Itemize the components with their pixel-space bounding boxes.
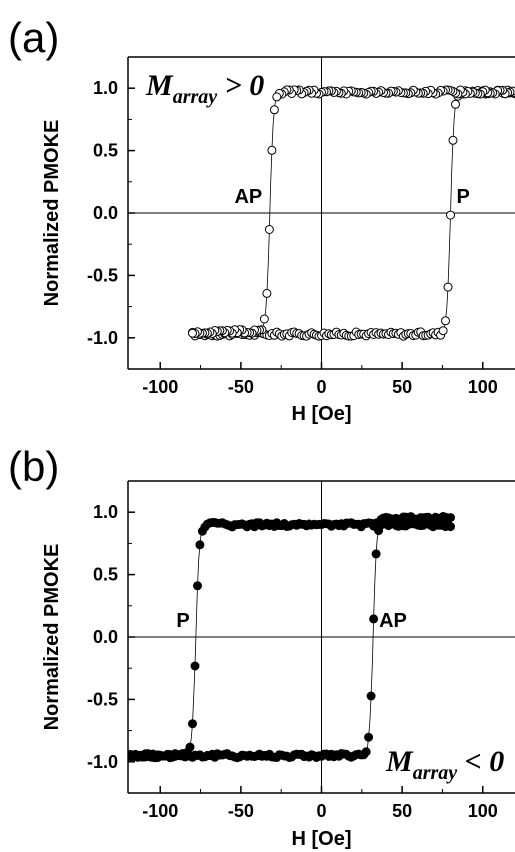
mag-label-tail: > 0 — [217, 69, 264, 102]
y-tick-label: 1.0 — [93, 78, 118, 98]
data-point — [195, 540, 205, 550]
x-axis-title: H [Oe] — [292, 828, 352, 850]
x-tick-label: -100 — [142, 377, 178, 397]
x-tick-label: -50 — [228, 377, 254, 397]
series-line-descending — [128, 521, 451, 759]
x-tick-label: 0 — [316, 801, 326, 821]
y-tick-label: -1.0 — [87, 752, 118, 772]
data-point — [441, 316, 450, 326]
x-tick-label: -100 — [142, 801, 178, 821]
magnetization-label: Marray < 0 — [385, 745, 504, 784]
data-point — [448, 135, 458, 145]
data-point — [269, 105, 279, 115]
x-tick-label: 50 — [392, 377, 412, 397]
data-point — [188, 719, 197, 729]
data-point — [193, 581, 202, 591]
y-tick-label: -1.0 — [87, 328, 118, 348]
magnetization-label: Marray > 0 — [145, 69, 264, 108]
branch-annotation: AP — [234, 186, 262, 208]
x-tick-label: -50 — [228, 801, 254, 821]
mag-label-main: M — [145, 69, 174, 102]
x-tick-label: 0 — [316, 377, 326, 397]
data-point — [364, 732, 374, 742]
data-point — [267, 145, 277, 155]
data-point — [262, 288, 272, 298]
data-point — [190, 661, 200, 671]
data-point — [446, 210, 455, 220]
branch-annotation: AP — [379, 610, 407, 632]
data-point — [197, 526, 207, 536]
y-tick-label: 0.5 — [93, 565, 118, 585]
x-tick-label: 100 — [468, 801, 498, 821]
data-point — [438, 326, 448, 336]
mag-label-sub: array — [173, 86, 218, 108]
mag-label-sub: array — [413, 762, 458, 784]
y-tick-label: 0.5 — [93, 141, 118, 161]
data-point — [259, 314, 269, 324]
data-point — [451, 99, 460, 109]
y-tick-label: -0.5 — [87, 689, 118, 709]
data-point — [443, 282, 453, 292]
x-tick-label: 50 — [392, 801, 412, 821]
chart-panel-b: (b) -100 -50 0 50 100 -1.0 -0.5 0.0 0.5 1.0 H [Oe] N… — [8, 443, 515, 850]
mag-label-main: M — [385, 745, 414, 778]
x-tick-label: 100 — [468, 377, 498, 397]
y-tick-label: -0.5 — [87, 265, 118, 285]
x-axis-title: H [Oe] — [292, 403, 352, 425]
panel-label: (b) — [8, 443, 59, 490]
series-line-descending — [192, 88, 515, 335]
data-point — [128, 752, 133, 762]
y-tick-label: 0.0 — [93, 203, 118, 223]
y-tick-label: 0.0 — [93, 627, 118, 647]
panel-label: (a) — [8, 14, 59, 61]
data-series-group — [188, 85, 515, 341]
data-point — [361, 747, 371, 757]
branch-annotation: P — [457, 186, 470, 208]
chart-panel-a: (a) -100 -50 0 50 100 -1.0 -0.5 0.0 0.5 1.0 H [Oe] N… — [8, 14, 515, 425]
data-point — [264, 225, 274, 234]
branch-annotation: P — [176, 610, 189, 632]
data-point — [369, 614, 379, 624]
data-point — [272, 92, 282, 102]
y-axis-title: Normalized PMOKE — [41, 544, 63, 731]
data-point — [366, 691, 376, 701]
data-point — [188, 328, 197, 338]
data-point — [371, 549, 381, 559]
y-axis-title: Normalized PMOKE — [41, 120, 63, 307]
mag-label-tail: < 0 — [457, 745, 504, 778]
y-tick-label: 1.0 — [93, 502, 118, 522]
data-series-group — [128, 512, 455, 763]
